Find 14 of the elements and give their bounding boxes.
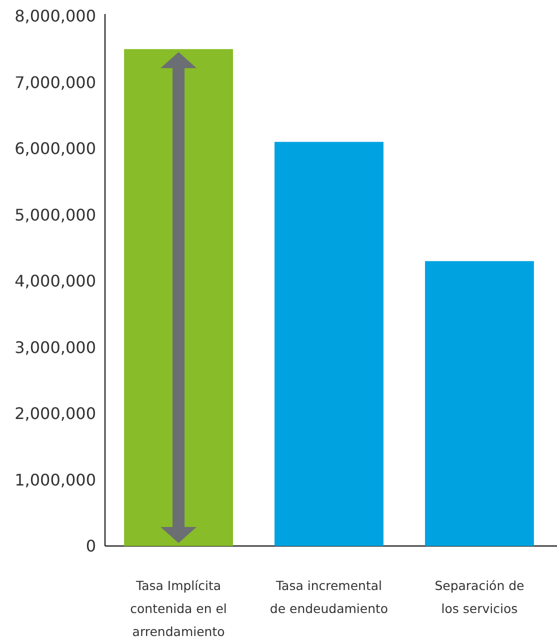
bar (274, 142, 384, 546)
y-tick-label: 6,000,000 (14, 139, 96, 158)
y-tick-label: 8,000,000 (14, 6, 96, 26)
y-tick-label: 1,000,000 (14, 470, 96, 490)
x-tick-label: Separación de los servicios (434, 578, 525, 616)
y-tick-label: 2,000,000 (14, 404, 96, 424)
y-tick-label: 4,000,000 (14, 272, 96, 291)
x-tick-label: Tasa incremental de endeudamiento (270, 578, 388, 616)
y-tick-label: 7,000,000 (14, 72, 96, 92)
x-tick-label: Tasa Implícita contenida en el arrendamiento (130, 578, 227, 639)
y-tick-label: 5,000,000 (14, 205, 96, 224)
y-tick-label: 0 (86, 536, 96, 556)
bar (424, 261, 534, 546)
y-tick-label: 3,000,000 (14, 338, 96, 357)
